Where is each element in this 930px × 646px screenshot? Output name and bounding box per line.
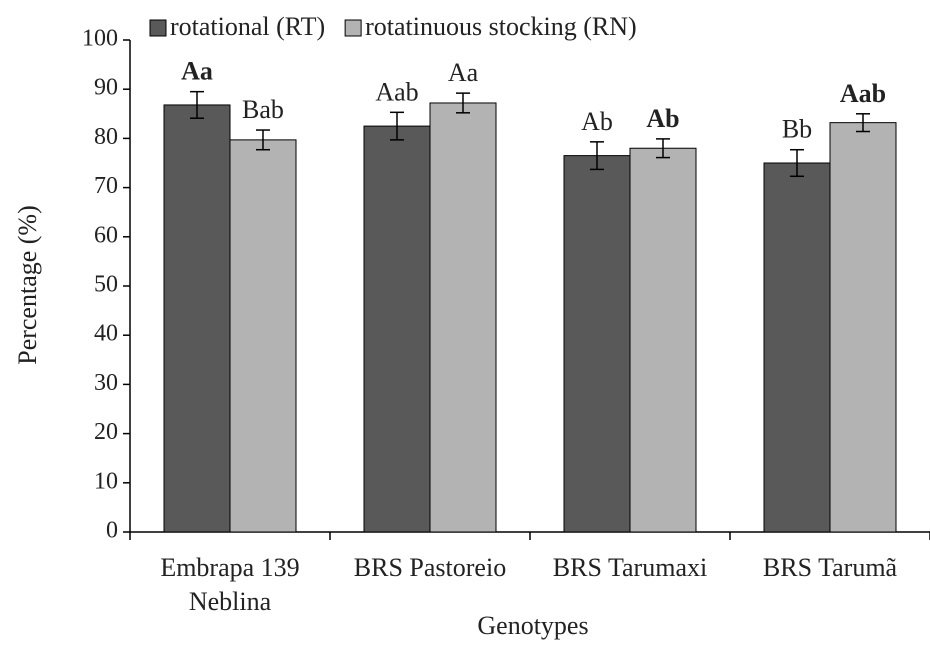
- y-tick-label: 10: [94, 468, 118, 494]
- y-tick-label: 80: [94, 124, 118, 150]
- bar: [429, 102, 497, 533]
- y-tick-label: 50: [94, 272, 118, 298]
- x-tick-label: BRS Tarumã: [763, 553, 898, 582]
- bar: [763, 162, 831, 533]
- x-axis-title: Genotypes: [477, 611, 588, 640]
- legend-label: rotational (RT): [170, 12, 325, 41]
- data-label: Bab: [242, 95, 284, 124]
- x-tick-label: BRS Pastoreio: [354, 553, 506, 582]
- bar: [363, 125, 431, 533]
- data-label: Bb: [782, 115, 812, 144]
- bar: [163, 104, 231, 533]
- data-label: Ab: [581, 107, 613, 136]
- legend-swatch: [149, 19, 167, 37]
- y-tick-label: 90: [94, 75, 118, 101]
- y-tick-label: 70: [94, 173, 118, 199]
- legend-label: rotatinuous stocking (RN): [365, 12, 637, 41]
- bar: [563, 155, 631, 533]
- x-tick-label: Embrapa 139 Neblina: [160, 553, 299, 616]
- x-tick-label: BRS Tarumaxi: [553, 553, 707, 582]
- y-tick-label: 60: [94, 222, 118, 248]
- data-label: Aa: [181, 57, 213, 86]
- bar: [629, 147, 697, 533]
- y-axis-title: Percentage (%): [13, 205, 42, 365]
- y-tick-label: 100: [82, 26, 118, 52]
- bar: [229, 139, 297, 533]
- y-tick-label: 0: [106, 518, 118, 544]
- y-tick-label: 40: [94, 321, 118, 347]
- bar: [829, 122, 897, 533]
- y-tick-label: 20: [94, 419, 118, 445]
- data-label: Ab: [646, 104, 679, 133]
- data-label: Aab: [840, 79, 886, 108]
- y-tick-label: 30: [94, 370, 118, 396]
- data-label: Aa: [448, 58, 479, 87]
- data-label: Aab: [375, 77, 418, 106]
- legend-swatch: [344, 19, 362, 37]
